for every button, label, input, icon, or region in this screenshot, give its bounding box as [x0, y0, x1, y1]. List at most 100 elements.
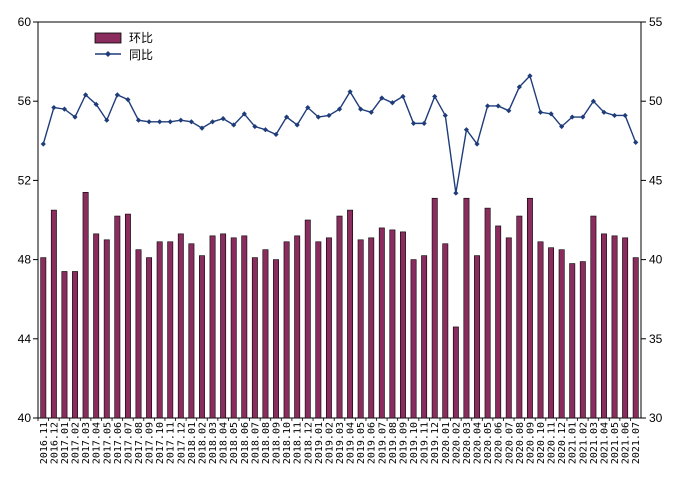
- right-axis: 30 35 40 45 50 55: [641, 15, 663, 425]
- point-2021.07: [633, 139, 639, 145]
- x-tick-label-2018.11: 2018.11: [293, 422, 304, 464]
- point-2020.06: [495, 103, 501, 109]
- x-tick-label-2019.10: 2019.10: [409, 422, 420, 464]
- x-tick-label-2019.06: 2019.06: [367, 422, 378, 464]
- legend-bar-swatch: [94, 32, 122, 44]
- point-2017.10: [157, 119, 163, 125]
- bar-2020.10: [537, 241, 544, 419]
- point-2019.06: [368, 109, 374, 115]
- bar-2021.01: [569, 263, 576, 419]
- point-2018.09: [273, 131, 279, 138]
- bar-2018.05: [230, 237, 237, 419]
- x-tick-label-2016.11: 2016.11: [39, 422, 50, 464]
- x-tick-label-2017.02: 2017.02: [71, 422, 82, 464]
- point-2021.03: [590, 98, 596, 104]
- bar-2019.05: [357, 239, 364, 419]
- bar-2020.11: [548, 247, 555, 419]
- bar-2017.03: [82, 191, 89, 419]
- right-tick-label-40: 40: [649, 253, 663, 267]
- bar-2016.12: [50, 209, 57, 419]
- point-2018.05: [231, 122, 237, 128]
- x-tick-label-2019.11: 2019.11: [420, 422, 431, 464]
- x-tick-label-2018.08: 2018.08: [261, 422, 272, 464]
- left-tick-label-60: 60: [18, 15, 32, 29]
- point-2021.02: [580, 114, 586, 120]
- bar-2021.03: [590, 215, 597, 419]
- point-2020.11: [548, 111, 554, 117]
- bar-2016.11: [40, 257, 47, 419]
- x-tick-label-2021.05: 2021.05: [610, 422, 621, 464]
- point-2018.06: [241, 111, 247, 117]
- bar-2021.05: [611, 235, 618, 419]
- x-tick-label-2021.07: 2021.07: [631, 422, 642, 464]
- bar-2020.09: [526, 197, 533, 419]
- x-tick-label-2017.04: 2017.04: [92, 422, 103, 464]
- point-2017.01: [61, 106, 68, 112]
- x-tick-label-2019.04: 2019.04: [346, 422, 357, 464]
- x-tick-label-2021.02: 2021.02: [578, 422, 589, 464]
- left-tick-label-44: 44: [18, 332, 32, 346]
- point-2020.04: [474, 141, 480, 147]
- x-tick-label-2018.06: 2018.06: [240, 422, 251, 464]
- bar-2017.07: [124, 213, 131, 419]
- point-2021.06: [622, 112, 628, 119]
- bar-2018.10: [283, 241, 290, 419]
- bar-2020.08: [516, 215, 523, 419]
- point-2019.04: [347, 89, 353, 95]
- x-tick-label-2017.01: 2017.01: [60, 422, 71, 464]
- bar-2019.09: [400, 231, 406, 419]
- point-2019.12: [432, 93, 438, 100]
- x-tick-label-2020.03: 2020.03: [462, 422, 473, 464]
- x-tick-label-2018.07: 2018.07: [250, 422, 261, 464]
- right-tick-label-35: 35: [649, 332, 663, 346]
- x-tick-label-2017.12: 2017.12: [176, 422, 187, 464]
- point-2020.09: [527, 73, 533, 79]
- bar-2019.01: [315, 241, 322, 419]
- left-tick-label-48: 48: [18, 253, 32, 267]
- point-2017.09: [146, 119, 152, 125]
- right-tick-label-50: 50: [649, 94, 663, 108]
- x-tick-label-2017.09: 2017.09: [145, 422, 156, 464]
- bar-2019.12: [431, 197, 438, 419]
- point-2017.04: [93, 101, 99, 107]
- point-2018.02: [199, 125, 205, 131]
- x-tick-label-2017.11: 2017.11: [166, 422, 177, 464]
- point-2019.05: [358, 106, 364, 112]
- point-2018.07: [252, 123, 258, 130]
- point-2021.01: [569, 114, 575, 120]
- x-tick-label-2019.07: 2019.07: [377, 422, 388, 464]
- bar-2017.09: [146, 257, 153, 419]
- x-tick-label-2017.05: 2017.05: [102, 422, 113, 464]
- bar-2017.04: [93, 233, 100, 419]
- point-2018.10: [284, 114, 290, 120]
- bar-2017.06: [114, 215, 121, 419]
- x-tick-label-2017.06: 2017.06: [113, 422, 124, 464]
- bar-2017.01: [61, 271, 68, 419]
- point-2017.12: [178, 117, 184, 123]
- point-2016.12: [51, 104, 57, 111]
- bar-2018.09: [273, 259, 279, 419]
- point-2017.02: [72, 114, 78, 120]
- x-tick-label-2017.10: 2017.10: [155, 422, 166, 464]
- bar-2018.07: [251, 257, 258, 419]
- point-2018.12: [305, 104, 311, 111]
- point-2017.03: [83, 92, 89, 98]
- x-tick-label-2016.12: 2016.12: [49, 422, 60, 464]
- right-tick-label-55: 55: [649, 15, 663, 29]
- x-tick-label-2018.03: 2018.03: [208, 422, 219, 464]
- legend-bar-label: 环比: [129, 31, 153, 45]
- x-tick-label-2019.12: 2019.12: [430, 422, 441, 464]
- point-2019.03: [336, 106, 343, 112]
- x-tick-label-2020.12: 2020.12: [557, 422, 568, 464]
- point-2019.08: [389, 100, 395, 106]
- legend-line-marker: [105, 51, 111, 57]
- bar-2017.02: [72, 271, 78, 419]
- bar-2020.01: [442, 243, 449, 419]
- x-tick-label-2020.05: 2020.05: [483, 422, 494, 464]
- point-2018.04: [220, 116, 226, 122]
- x-tick-label-2019.09: 2019.09: [398, 422, 409, 464]
- x-tick-label-2019.01: 2019.01: [314, 422, 325, 464]
- point-2019.09: [400, 93, 406, 100]
- x-tick-label-2020.01: 2020.01: [441, 422, 452, 464]
